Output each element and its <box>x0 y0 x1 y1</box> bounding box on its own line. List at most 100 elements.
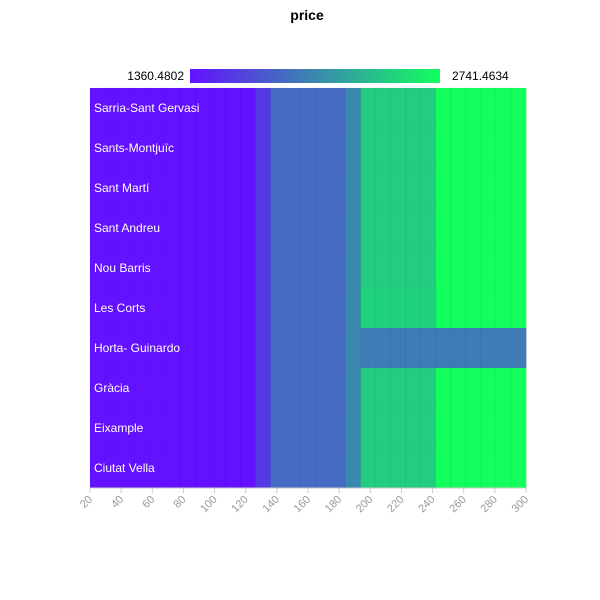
heatmap-cell[interactable] <box>510 327 527 369</box>
heatmap-cell[interactable] <box>300 327 317 369</box>
heatmap-cell[interactable] <box>405 207 422 249</box>
heatmap-cell[interactable] <box>240 247 256 289</box>
heatmap-cell[interactable] <box>405 367 422 409</box>
heatmap-cell[interactable] <box>510 367 527 409</box>
heatmap-cell[interactable] <box>209 407 226 449</box>
heatmap-cell[interactable] <box>360 407 377 449</box>
heatmap-cell[interactable] <box>194 407 211 449</box>
heatmap-cell[interactable] <box>345 87 362 129</box>
heatmap-cell[interactable] <box>194 447 211 489</box>
heatmap-cell[interactable] <box>240 287 256 329</box>
heatmap-cell[interactable] <box>420 87 437 129</box>
heatmap-cell[interactable] <box>510 447 527 489</box>
heatmap-cell[interactable] <box>435 327 452 369</box>
heatmap-cell[interactable] <box>390 327 407 369</box>
heatmap-cell[interactable] <box>330 127 347 169</box>
heatmap-cell[interactable] <box>390 167 407 209</box>
heatmap-cell[interactable] <box>450 127 467 169</box>
heatmap-cell[interactable] <box>209 327 226 369</box>
heatmap-cell[interactable] <box>330 207 347 249</box>
heatmap-cell[interactable] <box>360 167 377 209</box>
heatmap-cell[interactable] <box>300 247 317 289</box>
heatmap-cell[interactable] <box>285 127 302 169</box>
heatmap-cell[interactable] <box>435 367 452 409</box>
heatmap-cell[interactable] <box>390 407 407 449</box>
heatmap-cell[interactable] <box>435 127 452 169</box>
heatmap-cell[interactable] <box>300 167 317 209</box>
heatmap-cell[interactable] <box>510 247 527 289</box>
heatmap-cell[interactable] <box>209 207 226 249</box>
heatmap-cell[interactable] <box>164 407 181 449</box>
heatmap-cell[interactable] <box>465 87 482 129</box>
heatmap-cell[interactable] <box>450 207 467 249</box>
heatmap-cell[interactable] <box>194 287 211 329</box>
heatmap-cell[interactable] <box>179 247 196 289</box>
heatmap-cell[interactable] <box>149 407 166 449</box>
heatmap-cell[interactable] <box>255 127 272 169</box>
heatmap-cell[interactable] <box>465 127 482 169</box>
heatmap-cell[interactable] <box>225 127 241 169</box>
heatmap-cell[interactable] <box>450 287 467 329</box>
heatmap-cell[interactable] <box>285 287 302 329</box>
heatmap-cell[interactable] <box>315 87 332 129</box>
heatmap-cell[interactable] <box>480 207 497 249</box>
heatmap-cell[interactable] <box>300 407 317 449</box>
heatmap-cell[interactable] <box>330 447 347 489</box>
heatmap-cell[interactable] <box>345 407 362 449</box>
heatmap-cell[interactable] <box>465 287 482 329</box>
heatmap-cell[interactable] <box>450 327 467 369</box>
heatmap-cell[interactable] <box>225 407 241 449</box>
heatmap-cell[interactable] <box>255 287 272 329</box>
heatmap-cell[interactable] <box>435 207 452 249</box>
heatmap-cell[interactable] <box>179 127 196 169</box>
heatmap-cell[interactable] <box>194 207 211 249</box>
heatmap-cell[interactable] <box>330 87 347 129</box>
heatmap-cell[interactable] <box>360 207 377 249</box>
heatmap-cell[interactable] <box>285 247 302 289</box>
heatmap-cell[interactable] <box>345 247 362 289</box>
heatmap-cell[interactable] <box>149 167 166 209</box>
heatmap-cell[interactable] <box>480 127 497 169</box>
heatmap-cell[interactable] <box>510 207 527 249</box>
heatmap-cell[interactable] <box>375 87 392 129</box>
heatmap-cell[interactable] <box>285 447 302 489</box>
heatmap-cell[interactable] <box>209 167 226 209</box>
heatmap-cell[interactable] <box>360 367 377 409</box>
heatmap-cell[interactable] <box>270 127 287 169</box>
heatmap-cell[interactable] <box>495 127 512 169</box>
heatmap-cell[interactable] <box>375 367 392 409</box>
heatmap-cell[interactable] <box>450 447 467 489</box>
heatmap-cell[interactable] <box>225 447 241 489</box>
heatmap-cell[interactable] <box>345 167 362 209</box>
heatmap-cell[interactable] <box>300 207 317 249</box>
heatmap-cell[interactable] <box>225 207 241 249</box>
heatmap-cell[interactable] <box>405 407 422 449</box>
heatmap-cell[interactable] <box>194 127 211 169</box>
heatmap-cell[interactable] <box>149 287 166 329</box>
heatmap-cell[interactable] <box>465 407 482 449</box>
heatmap-cell[interactable] <box>435 167 452 209</box>
heatmap-cell[interactable] <box>375 447 392 489</box>
heatmap-cell[interactable] <box>270 367 287 409</box>
heatmap-cell[interactable] <box>225 367 241 409</box>
heatmap-cell[interactable] <box>330 327 347 369</box>
heatmap-cell[interactable] <box>225 247 241 289</box>
heatmap-cell[interactable] <box>330 407 347 449</box>
heatmap-cell[interactable] <box>179 167 196 209</box>
heatmap-cell[interactable] <box>315 447 332 489</box>
heatmap-cell[interactable] <box>360 127 377 169</box>
heatmap-cell[interactable] <box>285 367 302 409</box>
heatmap-cell[interactable] <box>315 247 332 289</box>
heatmap-cell[interactable] <box>375 167 392 209</box>
heatmap-cell[interactable] <box>450 367 467 409</box>
heatmap-cell[interactable] <box>240 127 256 169</box>
heatmap-cell[interactable] <box>330 287 347 329</box>
heatmap-cell[interactable] <box>209 247 226 289</box>
heatmap-cell[interactable] <box>164 447 181 489</box>
heatmap-cell[interactable] <box>465 367 482 409</box>
heatmap-cell[interactable] <box>315 287 332 329</box>
heatmap-cell[interactable] <box>405 447 422 489</box>
heatmap-cell[interactable] <box>480 247 497 289</box>
heatmap-cell[interactable] <box>194 167 211 209</box>
heatmap-cell[interactable] <box>450 167 467 209</box>
